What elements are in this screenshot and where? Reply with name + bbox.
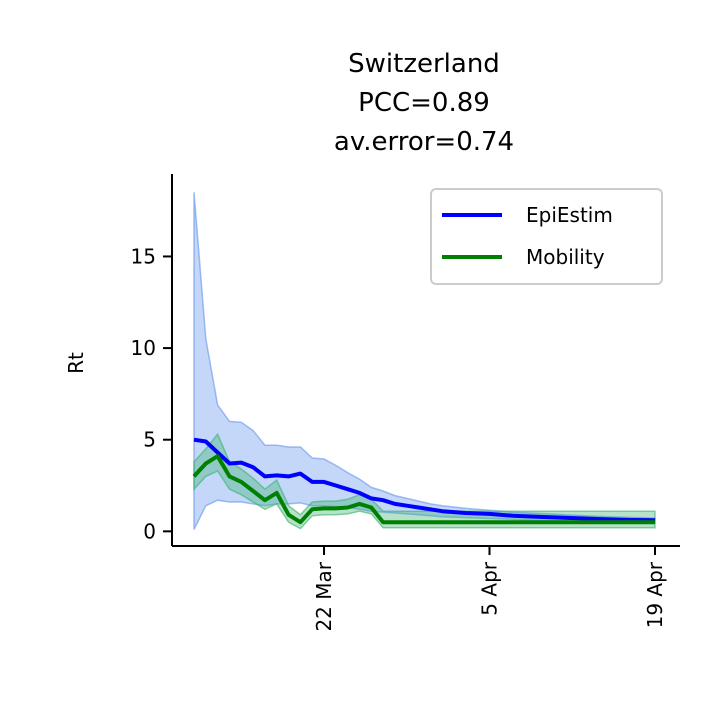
y-tick-label: 0 xyxy=(143,519,156,543)
x-tick-label: 22 Mar xyxy=(312,561,336,631)
legend: EpiEstim Mobility xyxy=(430,188,663,285)
line-epiestim xyxy=(193,437,656,523)
axes xyxy=(171,174,680,547)
legend-label-epiestim: EpiEstim xyxy=(526,203,613,227)
x-tick-label: 5 Apr xyxy=(478,561,502,615)
legend-box xyxy=(430,188,663,285)
x-ticks: 22 Mar 5 Apr 19 Apr xyxy=(312,546,667,632)
legend-label-mobility: Mobility xyxy=(526,245,605,269)
y-tick-label: 10 xyxy=(131,336,156,360)
y-tick-label: 5 xyxy=(143,428,156,452)
y-ticks: 0 5 10 15 xyxy=(131,244,172,543)
series-lines xyxy=(192,437,656,525)
line-mobility xyxy=(192,454,655,525)
y-tick-label: 15 xyxy=(131,244,156,268)
title-line: Switzerland xyxy=(348,49,500,79)
chart-title: Switzerland PCC=0.89 av.error=0.74 xyxy=(334,49,514,157)
subtitle-pcc: PCC=0.89 xyxy=(358,88,490,118)
x-tick-label: 19 Apr xyxy=(643,561,667,628)
y-axis-label: Rt xyxy=(64,352,88,374)
subtitle-error: av.error=0.74 xyxy=(334,127,514,157)
